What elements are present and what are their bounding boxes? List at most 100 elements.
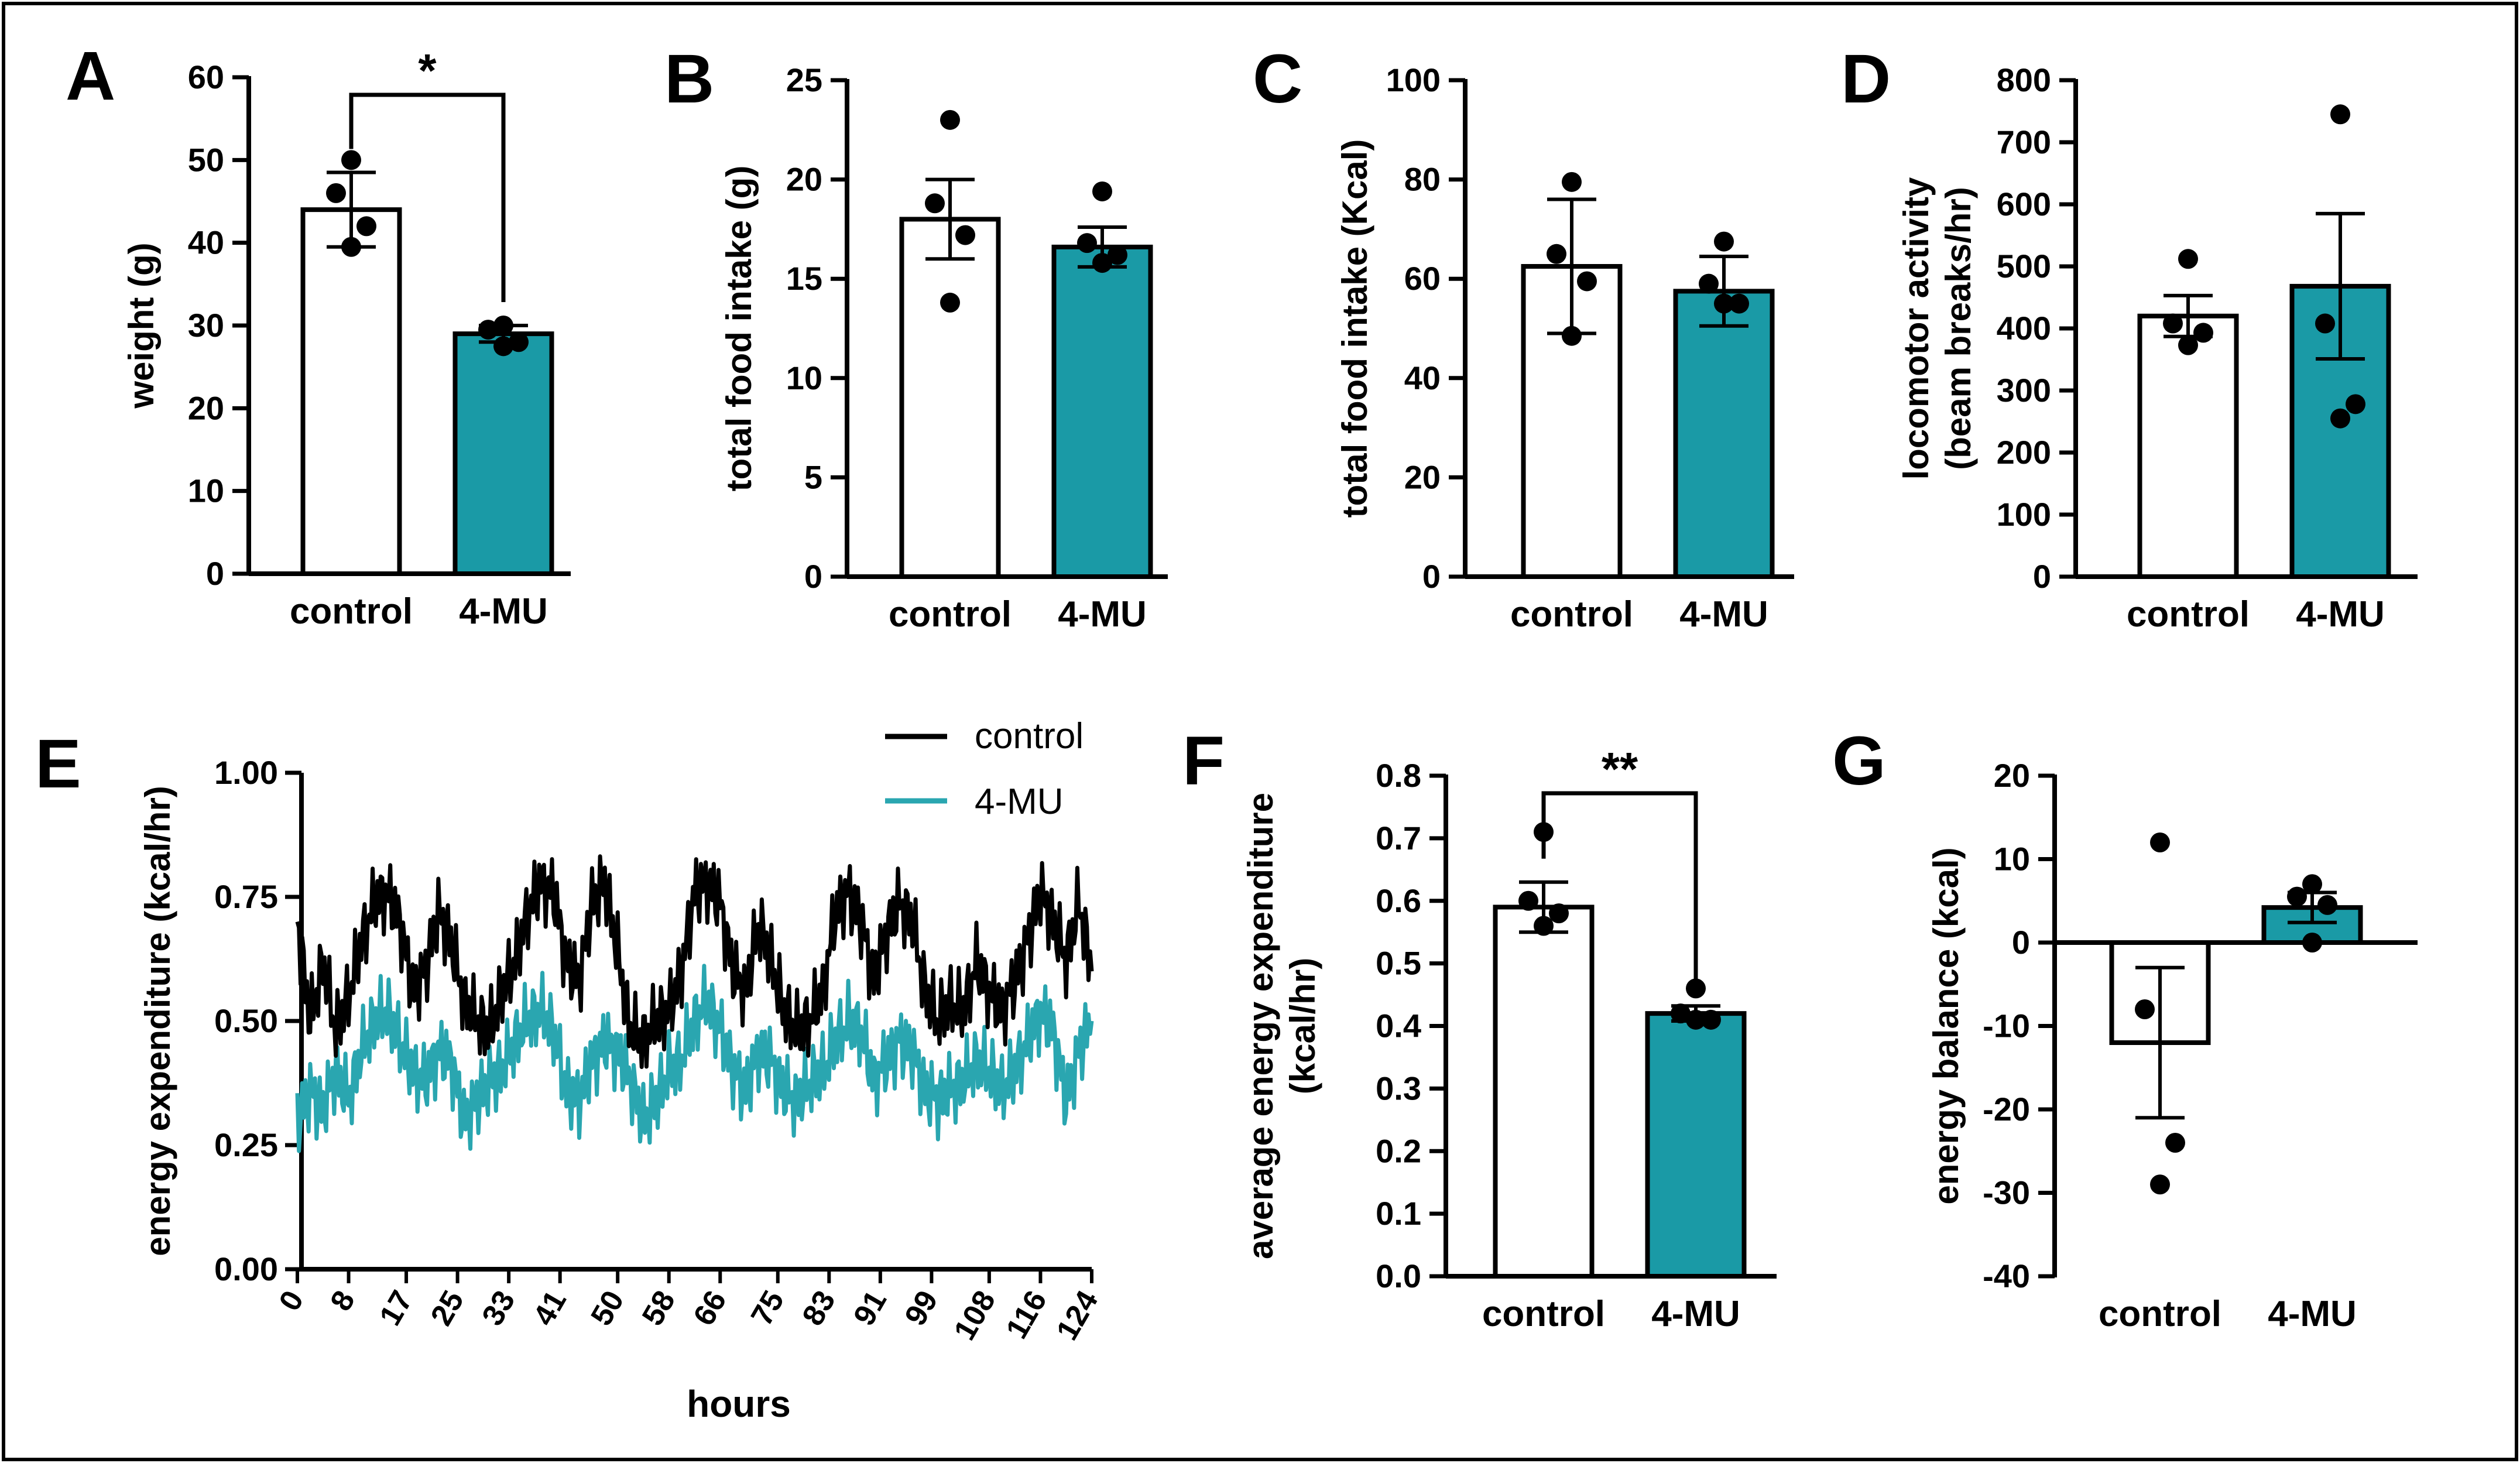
data-point xyxy=(1686,1009,1706,1030)
series-line-control xyxy=(295,854,1094,1069)
x-category-label: control xyxy=(1482,1294,1605,1334)
bar-control xyxy=(300,207,402,576)
x-category-label: control xyxy=(2127,594,2250,635)
y-axis-label: total food intake (Kcal) xyxy=(1335,139,1374,518)
legend-label-4mu: 4-MU xyxy=(975,782,1064,822)
x-axis-label: hours xyxy=(687,1383,791,1425)
data-point xyxy=(2163,313,2183,334)
significance-marker: ** xyxy=(1602,743,1638,795)
y-tick-label: 0.7 xyxy=(1376,820,1421,856)
y-tick-label: 0.8 xyxy=(1376,757,1421,794)
y-tick-label: 800 xyxy=(1997,61,2051,98)
data-point xyxy=(1518,890,1538,911)
y-tick-label: 20 xyxy=(786,161,822,198)
y-tick-label: 100 xyxy=(1997,496,2051,533)
legend-label-control: control xyxy=(975,716,1084,756)
y-tick-label: 5 xyxy=(804,458,822,495)
y-tick-label: 60 xyxy=(1404,260,1441,297)
data-point xyxy=(1701,1009,1721,1030)
panel-letter-e: E xyxy=(35,725,81,803)
y-tick-label: 0.5 xyxy=(1376,945,1421,982)
y-tick-label: 50 xyxy=(188,141,224,178)
panels: A 0 10 20 30 40 50 60 weight (g) control 4-MU * B 0 5 1… xyxy=(35,37,2418,1425)
data-point xyxy=(1729,293,1749,314)
panel-f: F 0.0 0.1 0.2 0.3 0.4 0.5 0.6 0.7 0.8 average ener… xyxy=(1182,722,1777,1334)
bar-control xyxy=(1493,904,1595,1279)
data-point xyxy=(1562,326,1582,346)
x-category-label: control xyxy=(889,594,1012,635)
y-tick-label: 0 xyxy=(206,555,224,592)
data-point xyxy=(509,332,529,352)
y-tick-label: 0 xyxy=(1422,558,1441,595)
bar-control xyxy=(2137,313,2239,579)
y-tick-label: 20 xyxy=(1404,458,1441,495)
data-point xyxy=(2150,832,2170,852)
y-tick-label: 1.00 xyxy=(214,754,278,791)
x-category-label: 4-MU xyxy=(1651,1294,1740,1334)
data-point xyxy=(940,292,960,313)
data-point xyxy=(2302,933,2322,953)
data-point xyxy=(1092,253,1112,273)
bar-4mu xyxy=(452,331,554,577)
y-tick-label: 20 xyxy=(1994,757,2030,794)
panel-letter-g: G xyxy=(1832,722,1886,800)
y-axis-label: locomotor activity xyxy=(1897,177,1936,479)
data-point xyxy=(2178,249,2198,269)
data-point xyxy=(955,225,975,245)
data-point xyxy=(2178,335,2198,355)
data-point xyxy=(341,150,361,170)
data-point xyxy=(1077,233,1097,253)
y-tick-label: 20 xyxy=(188,389,224,426)
data-point xyxy=(326,183,346,203)
bar-4mu xyxy=(1645,1011,1747,1279)
panel-c: C 0 20 40 60 80 100 total food intake (Kcal) con… xyxy=(1253,40,1794,635)
x-category-label: control xyxy=(2099,1294,2221,1334)
data-point xyxy=(2287,886,2307,907)
data-point xyxy=(940,109,960,130)
y-tick-label: 0.75 xyxy=(214,878,278,915)
y-tick-label: 0.1 xyxy=(1376,1195,1421,1232)
y-tick-label: 600 xyxy=(1997,186,2051,222)
y-tick-label: 300 xyxy=(1997,372,2051,409)
data-point xyxy=(2346,394,2365,414)
y-tick-label: 25 xyxy=(786,61,822,98)
bar-4mu xyxy=(1051,244,1153,580)
data-point xyxy=(2150,1174,2170,1195)
significance-marker: * xyxy=(418,44,437,97)
data-point xyxy=(1686,978,1706,999)
panel-b: B 0 5 10 15 20 25 total food intake (g) control 4… xyxy=(664,40,1168,635)
y-tick-label: 0.25 xyxy=(214,1126,278,1163)
data-point xyxy=(1714,231,1734,252)
data-point xyxy=(2330,104,2350,125)
x-category-label: 4-MU xyxy=(459,591,548,632)
significance-bracket xyxy=(1541,791,1698,983)
y-axis-label: total food intake (g) xyxy=(719,166,759,492)
y-tick-label: 0 xyxy=(804,558,822,595)
panel-letter-d: D xyxy=(1841,40,1891,118)
panel-g: G -40 -30 -20 -10 0 10 20 energy balance (kcal) c… xyxy=(1832,722,2418,1334)
data-point xyxy=(2317,895,2337,915)
y-axis-label: average energy expenditure xyxy=(1241,793,1280,1259)
y-axis-label: energy balance (kcal) xyxy=(1926,847,1966,1204)
y-tick-label: 400 xyxy=(1997,310,2051,347)
panel-letter-b: B xyxy=(664,40,714,118)
x-category-label: 4-MU xyxy=(2296,594,2385,635)
y-axis-label: weight (g) xyxy=(122,242,161,409)
panel-a: A 0 10 20 30 40 50 60 weight (g) control 4-MU * xyxy=(66,37,571,632)
data-point xyxy=(1547,244,1566,264)
data-point xyxy=(1671,1003,1691,1024)
data-point xyxy=(1699,273,1719,294)
panel-letter-f: F xyxy=(1182,722,1225,800)
data-point xyxy=(1108,245,1127,265)
y-tick-label: 0.00 xyxy=(214,1250,278,1287)
y-tick-label: 40 xyxy=(1404,359,1441,396)
data-point xyxy=(1534,916,1554,936)
y-tick-label: 0.3 xyxy=(1376,1070,1421,1106)
data-point xyxy=(2315,313,2335,334)
x-category-label: control xyxy=(1510,594,1633,635)
data-point xyxy=(341,237,361,257)
y-tick-label: 40 xyxy=(188,224,224,261)
y-tick-label: 0 xyxy=(2033,558,2051,595)
